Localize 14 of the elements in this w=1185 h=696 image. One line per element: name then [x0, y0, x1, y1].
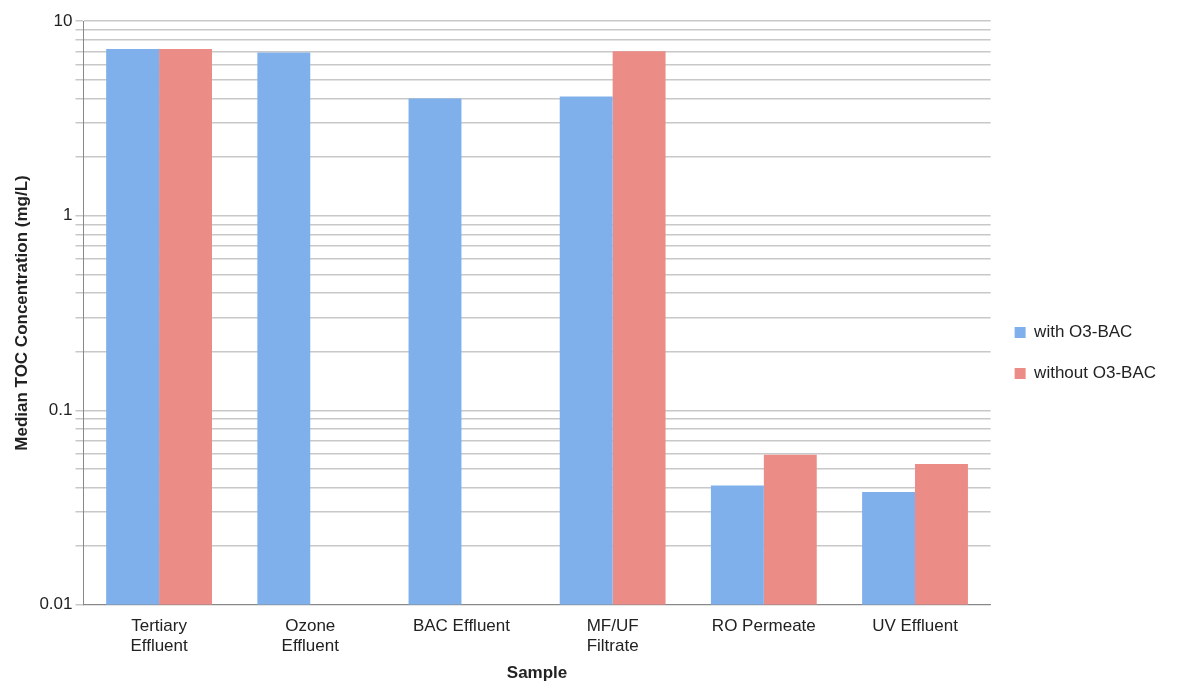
x-tick-label: MF/UF Filtrate: [586, 615, 639, 656]
legend-label: with O3-BAC: [1033, 322, 1133, 342]
x-tick-label: Tertiary Effluent: [130, 615, 189, 656]
y-tick-label: 0.1: [48, 399, 73, 419]
x-tick-label: Ozone Effluent: [281, 615, 340, 656]
legend-label: without O3-BAC: [1033, 363, 1157, 383]
y-tick-label: 10: [53, 10, 73, 30]
y-tick-label: 0.01: [39, 594, 73, 614]
y-axis-title: Median TOC Concentration (mg/L): [11, 175, 31, 451]
x-tick-label: BAC Effluent: [412, 615, 511, 635]
x-tick-label: RO Permeate: [711, 615, 816, 635]
x-tick-label: UV Effluent: [872, 615, 959, 635]
y-tick-label: 1: [63, 205, 73, 225]
x-axis-title: Sample: [506, 663, 568, 683]
